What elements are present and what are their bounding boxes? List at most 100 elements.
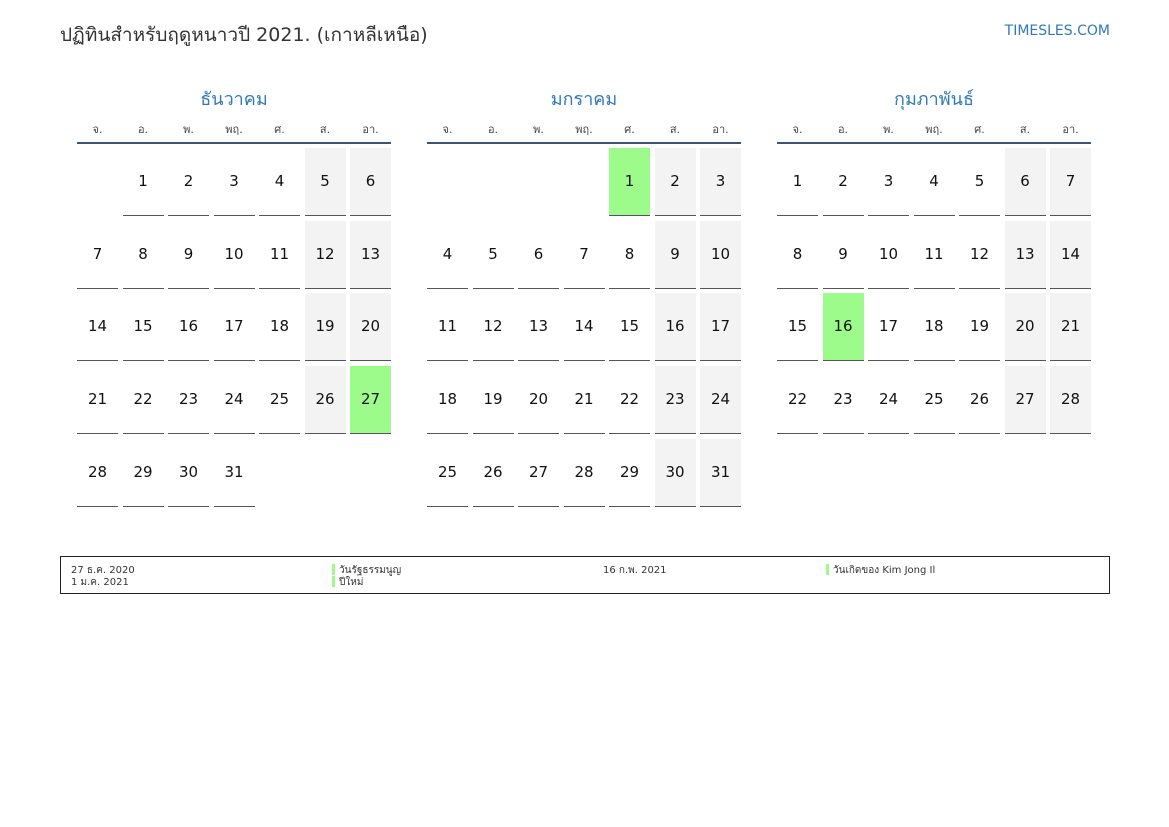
day-cell: 31 <box>213 439 255 507</box>
day-cell: 27 <box>350 366 391 435</box>
weekday: พฤ. <box>925 123 943 136</box>
day-cell: 28 <box>563 439 605 507</box>
header-rule <box>777 142 1091 144</box>
day-cell: 13 <box>350 220 391 289</box>
day-cell: 26 <box>304 366 346 435</box>
day-cell: 15 <box>777 293 818 362</box>
day-cell: 16 <box>822 293 864 362</box>
weekday: ศ. <box>624 123 635 136</box>
day-cell: 24 <box>700 366 741 435</box>
day-cell: 5 <box>959 148 1000 216</box>
weekday: ส. <box>319 123 331 136</box>
weekday: พ. <box>883 123 894 136</box>
day-cell: 7 <box>77 221 118 289</box>
site-link[interactable]: TIMESLES.COM <box>1004 23 1110 39</box>
day-cell: 31 <box>700 438 741 507</box>
day-cell: 23 <box>168 366 209 435</box>
day-cell: 1 <box>777 148 818 216</box>
day-cell: 29 <box>609 439 650 507</box>
month-name: กุมภาพันธ์ <box>894 89 974 110</box>
holiday-name: วันเกิดของ Kim Jong Il <box>833 565 936 576</box>
day-cell: 17 <box>868 293 909 362</box>
holiday-marker <box>332 576 335 587</box>
weekday: อา. <box>362 123 379 136</box>
day-cell: 11 <box>913 221 955 289</box>
day-cell: 17 <box>700 293 741 362</box>
day-cell: 3 <box>213 148 255 216</box>
day-cell: 11 <box>259 221 300 289</box>
day-cell: 30 <box>654 438 696 507</box>
day-cell: 26 <box>472 439 514 507</box>
month-name: มกราคม <box>550 89 618 110</box>
day-cell: 30 <box>168 439 209 507</box>
weekday: พฤ. <box>575 123 593 136</box>
weekday: พ. <box>183 123 194 136</box>
day-cell: 21 <box>77 366 118 435</box>
day-cell: 2 <box>168 148 209 216</box>
day-cell: 19 <box>304 293 346 362</box>
holiday-date: 1 ม.ค. 2021 <box>71 577 129 588</box>
holiday-marker <box>826 564 829 575</box>
header-rule <box>77 142 391 144</box>
day-cell: 17 <box>213 293 255 362</box>
weekday: ส. <box>669 123 681 136</box>
day-cell: 13 <box>518 293 559 362</box>
day-cell: 9 <box>654 220 696 289</box>
day-cell: 3 <box>868 148 909 216</box>
weekday: จ. <box>792 123 803 136</box>
weekday: อา. <box>712 123 729 136</box>
day-cell: 5 <box>472 221 514 289</box>
weekday: พ. <box>533 123 544 136</box>
month-name: ธันวาคม <box>200 89 268 110</box>
weekday: จ. <box>92 123 103 136</box>
day-cell: 12 <box>959 221 1000 289</box>
day-cell: 28 <box>1050 366 1091 435</box>
day-cell: 22 <box>122 366 164 435</box>
day-cell: 15 <box>122 293 164 362</box>
day-cell: 8 <box>777 221 818 289</box>
day-cell: 20 <box>518 366 559 435</box>
legend-box: 27 ธ.ค. 2020 วันรัฐธรรมนูญ 1 ม.ค. 2021 ปีให… <box>60 556 1110 594</box>
weekday: ศ. <box>974 123 985 136</box>
day-cell: 6 <box>518 221 559 289</box>
day-cell: 2 <box>822 148 864 216</box>
day-cell: 21 <box>563 366 605 435</box>
day-cell: 13 <box>1004 220 1046 289</box>
weekday: จ. <box>442 123 453 136</box>
day-cell: 22 <box>777 366 818 435</box>
day-cell: 11 <box>427 293 468 362</box>
day-cell: 2 <box>654 148 696 216</box>
day-cell: 7 <box>563 221 605 289</box>
day-cell: 3 <box>700 148 741 216</box>
day-cell: 25 <box>259 366 300 435</box>
day-cell: 24 <box>213 366 255 435</box>
day-cell: 22 <box>609 366 650 435</box>
day-cell: 18 <box>259 293 300 362</box>
day-cell: 9 <box>822 221 864 289</box>
day-cell: 18 <box>427 366 468 435</box>
weekday: ส. <box>1019 123 1031 136</box>
weekday: อ. <box>137 123 149 136</box>
day-cell: 8 <box>122 221 164 289</box>
holiday-name: ปีใหม่ <box>339 577 364 588</box>
title: ปฏิทินสำหรับฤดูหนาวปี 2021. (เกาหลีเหนือ… <box>60 24 428 46</box>
day-cell: 12 <box>304 220 346 289</box>
weekday: อา. <box>1062 123 1079 136</box>
day-cell: 21 <box>1050 293 1091 362</box>
holiday-name: วันรัฐธรรมนูญ <box>339 565 402 576</box>
holiday-marker <box>332 564 335 575</box>
day-cell: 27 <box>518 439 559 507</box>
day-cell: 24 <box>868 366 909 435</box>
day-cell: 23 <box>822 366 864 435</box>
weekday: พฤ. <box>225 123 243 136</box>
day-cell: 10 <box>700 220 741 289</box>
day-cell: 29 <box>122 439 164 507</box>
day-cell: 14 <box>77 293 118 362</box>
day-cell: 20 <box>350 293 391 362</box>
day-cell: 6 <box>1004 148 1046 216</box>
day-cell: 15 <box>609 293 650 362</box>
holiday-date: 27 ธ.ค. 2020 <box>71 565 135 576</box>
day-cell: 19 <box>959 293 1000 362</box>
header-rule <box>427 142 741 144</box>
